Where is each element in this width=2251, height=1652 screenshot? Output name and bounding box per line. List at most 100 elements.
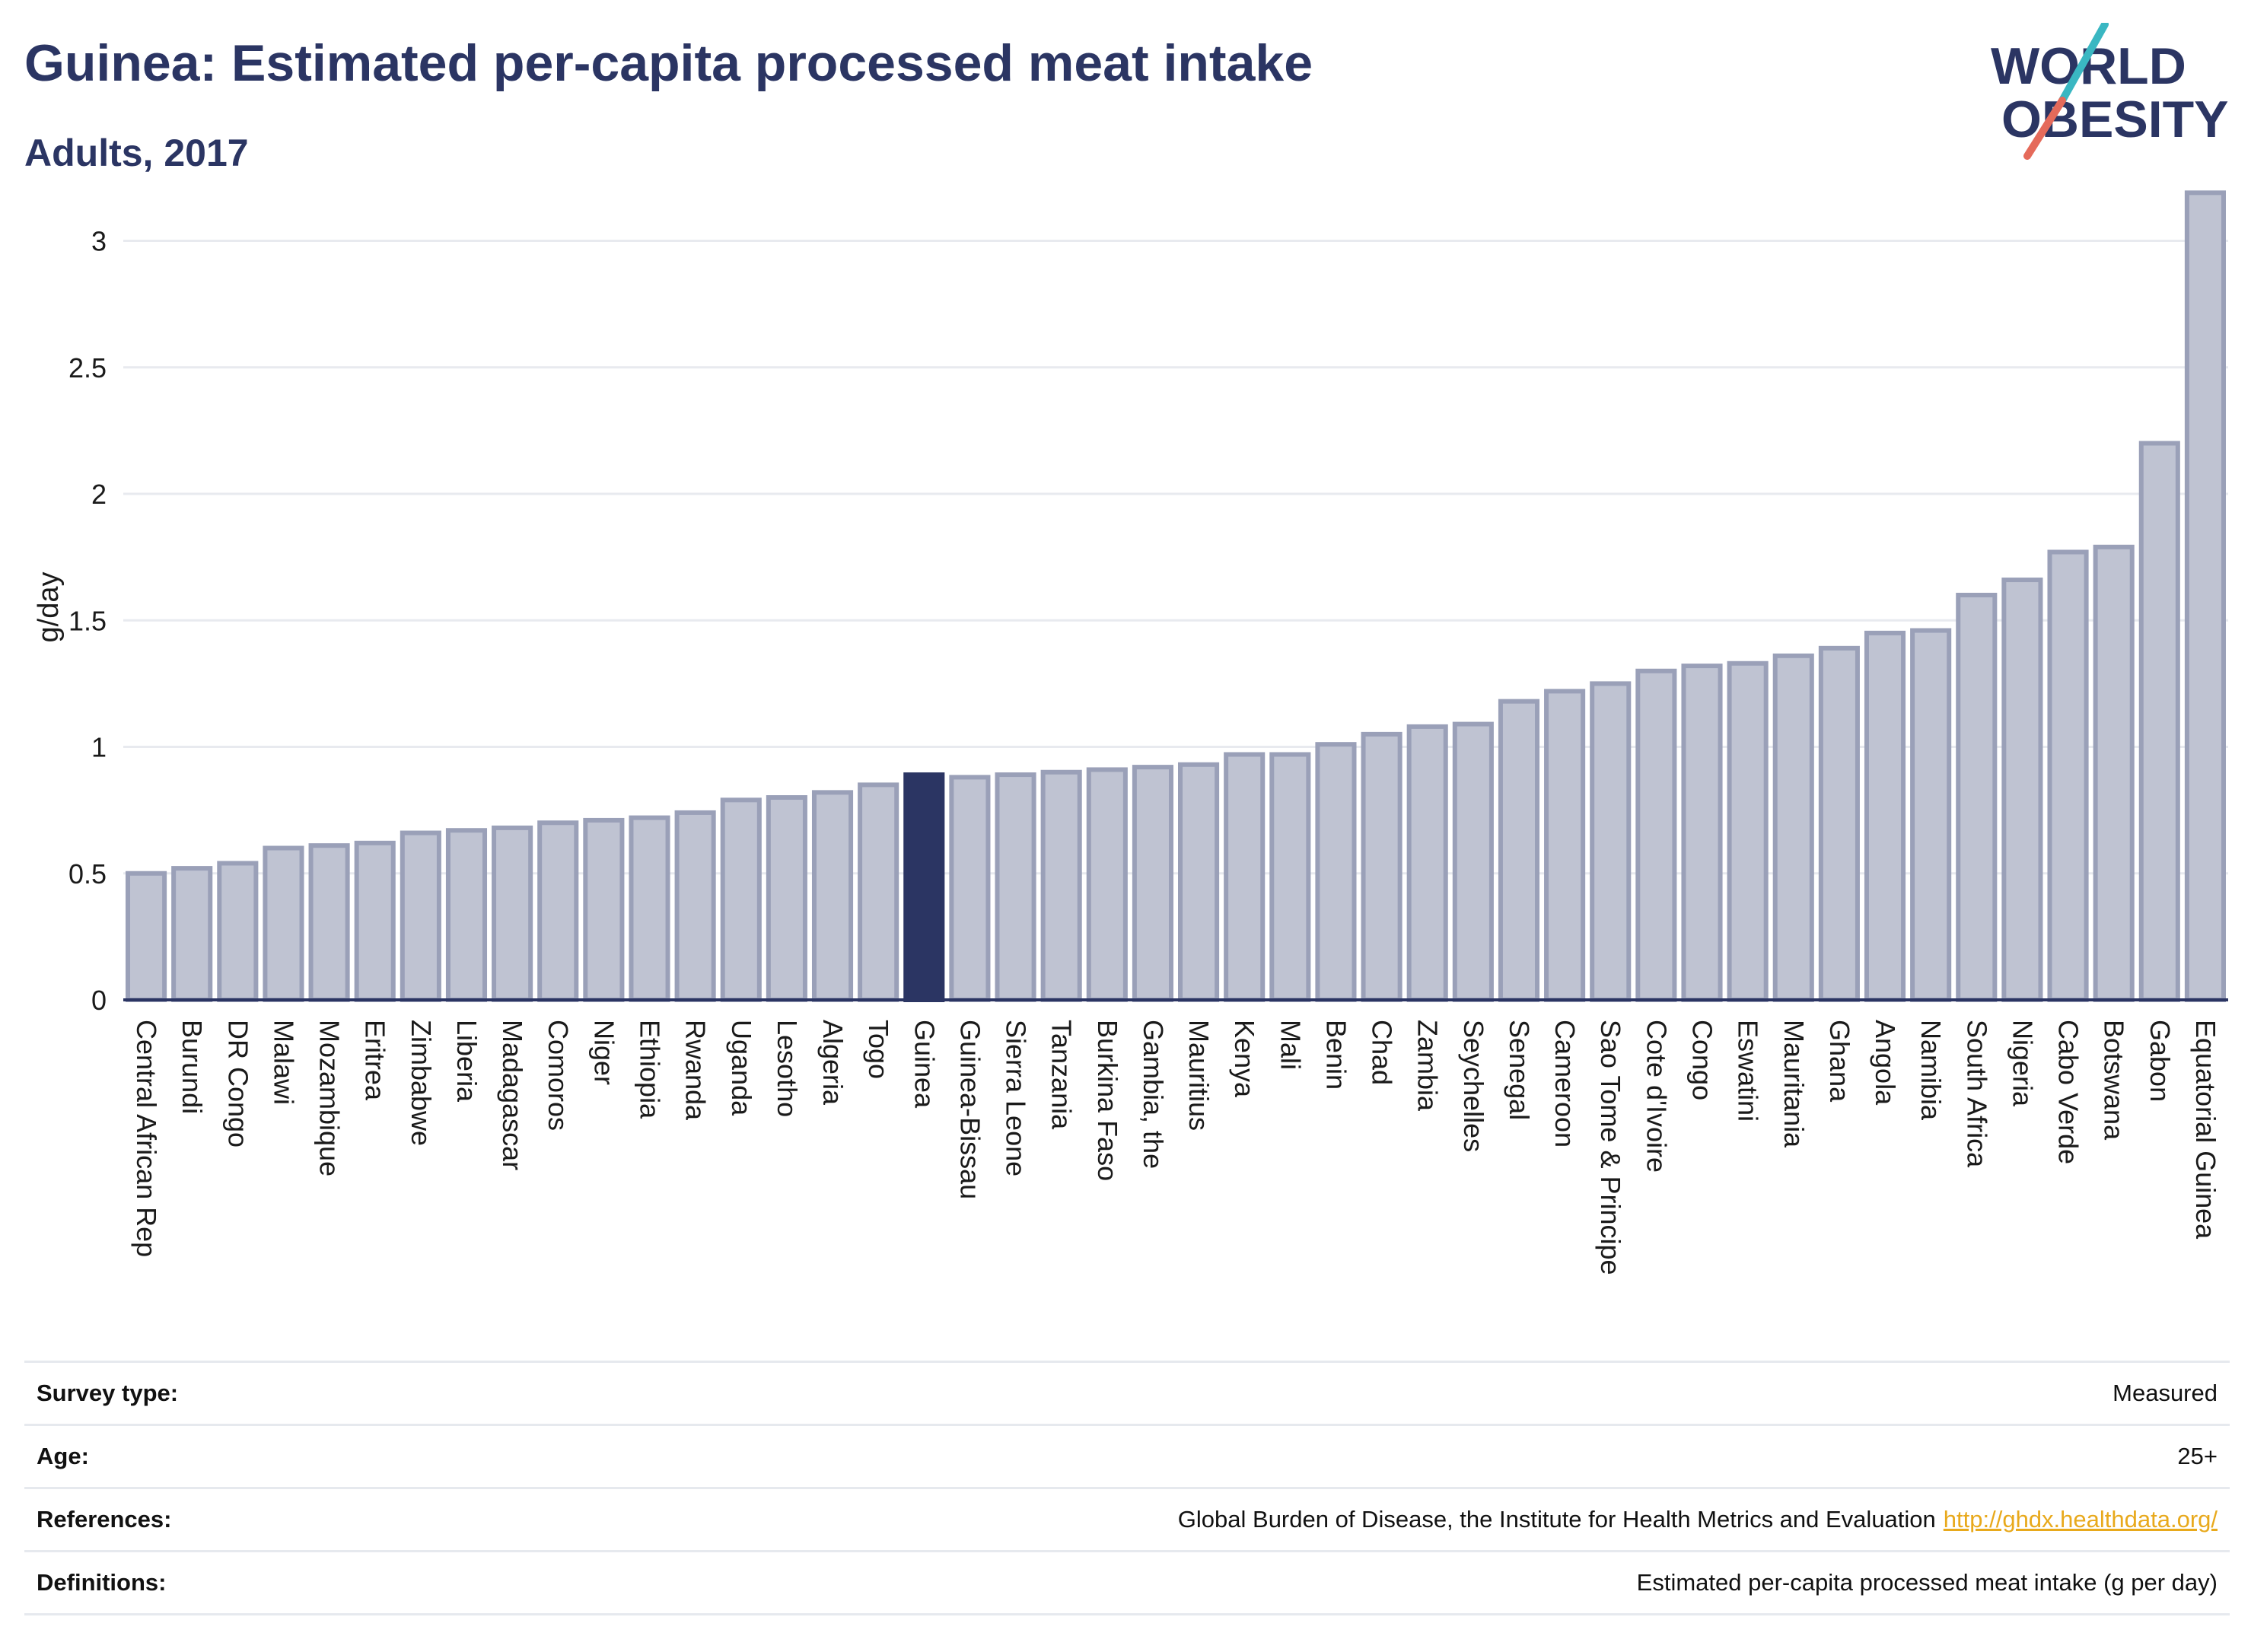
bar-madagascar[interactable] (492, 825, 533, 1003)
x-tick-label: South Africa (1961, 1020, 1992, 1168)
x-tick-label: Liberia (451, 1020, 482, 1103)
x-tick-label: Ethiopia (635, 1020, 666, 1119)
x-tick-label: Nigeria (2007, 1020, 2038, 1107)
axes: 0 0.5 1 1.5 2 2.5 3 Central African Rep Burundi D… (68, 226, 2228, 1275)
chart-subtitle: Adults, 2017 (24, 132, 249, 174)
bars (126, 190, 2226, 1003)
x-tick-label: Mozambique (314, 1020, 345, 1176)
bar-equatorial-guinea[interactable] (2184, 190, 2226, 1003)
x-tick-label: Mauritania (1778, 1020, 1810, 1148)
bar-cote-d-ivoire[interactable] (1635, 668, 1677, 1002)
bar-tanzania[interactable] (1040, 769, 1082, 1002)
x-tick-label: Benin (1320, 1020, 1352, 1090)
bar-guinea-bissau[interactable] (949, 775, 991, 1003)
world-obesity-logo[interactable]: WORLD OBESITY (1979, 23, 2237, 160)
bar-eswatini[interactable] (1727, 660, 1769, 1003)
x-tick-label: Sierra Leone (1001, 1020, 1032, 1176)
bar-central-african-rep[interactable] (126, 871, 167, 1002)
meta-value: Measured (2113, 1380, 2218, 1406)
y-tick-label: 2 (91, 479, 107, 510)
x-tick-label: Algeria (817, 1020, 849, 1106)
meta-value-group: Global Burden of Disease, the Institute … (1178, 1506, 2218, 1533)
meta-label: Age: (37, 1443, 89, 1469)
bar-comoros[interactable] (537, 820, 579, 1002)
bar-seychelles[interactable] (1452, 721, 1494, 1002)
bar-gambia-the[interactable] (1132, 765, 1173, 1002)
bar-rwanda[interactable] (674, 810, 716, 1002)
x-tick-label: Namibia (1915, 1020, 1947, 1121)
bar-niger[interactable] (583, 817, 625, 1003)
bar-sao-tome-principe[interactable] (1590, 681, 1632, 1002)
bar-senegal[interactable] (1498, 699, 1540, 1003)
bar-cameroon[interactable] (1544, 689, 1586, 1002)
bar-burkina-faso[interactable] (1086, 767, 1128, 1002)
reference-link[interactable]: http://ghdx.healthdata.org/ (1943, 1506, 2218, 1533)
bar-chad[interactable] (1361, 731, 1402, 1002)
bar-zimbabwe[interactable] (400, 830, 441, 1003)
bar-ethiopia[interactable] (629, 815, 670, 1002)
x-tick-label: Central African Rep (131, 1020, 162, 1257)
bar-kenya[interactable] (1224, 752, 1266, 1002)
meta-row-age: Age: 25+ (24, 1426, 2230, 1489)
x-tick-label: Botswana (2099, 1020, 2130, 1141)
bar-chart: 0 0.5 1 1.5 2 2.5 3 Central African Rep Burundi D… (33, 190, 2228, 1275)
x-tick-label: Eritrea (360, 1020, 391, 1101)
bar-zambia[interactable] (1406, 724, 1448, 1003)
reference-text: Global Burden of Disease, the Institute … (1177, 1506, 1936, 1533)
y-tick-label: 0 (91, 985, 107, 1016)
x-tick-label: DR Congo (222, 1020, 253, 1147)
bar-benin[interactable] (1315, 742, 1357, 1002)
x-tick-label: Rwanda (680, 1020, 712, 1121)
x-tick-label: Cabo Verde (2053, 1020, 2084, 1164)
logo-slash-coral (2023, 97, 2066, 160)
bar-lesotho[interactable] (766, 795, 807, 1002)
bar-togo[interactable] (858, 782, 899, 1002)
bar-mali[interactable] (1269, 752, 1311, 1002)
bar-eritrea[interactable] (354, 840, 396, 1002)
bar-namibia[interactable] (1910, 628, 1952, 1002)
meta-row-definitions: Definitions: Estimated per-capita proces… (24, 1552, 2230, 1615)
x-tick-label: Uganda (726, 1020, 757, 1116)
bar-mauritania[interactable] (1772, 653, 1814, 1002)
bar-dr-congo[interactable] (217, 861, 259, 1002)
bar-algeria[interactable] (811, 790, 854, 1002)
x-tick-label: Burundi (177, 1020, 208, 1114)
meta-label: References: (37, 1506, 172, 1533)
bar-south-africa[interactable] (1956, 593, 1998, 1002)
x-tick-label: Ghana (1824, 1020, 1855, 1103)
logo-slash-teal (2058, 23, 2109, 104)
bar-liberia[interactable] (445, 828, 488, 1002)
bar-uganda[interactable] (720, 797, 762, 1002)
chart-title: Guinea: Estimated per-capita processed m… (24, 34, 1313, 92)
bar-cabo-verde[interactable] (2047, 549, 2089, 1002)
bar-sierra-leone[interactable] (995, 772, 1036, 1002)
bar-malawi[interactable] (263, 845, 304, 1002)
x-tick-label: Guinea-Bissau (954, 1020, 985, 1199)
bar-guinea[interactable] (903, 772, 945, 1002)
bar-gabon[interactable] (2138, 441, 2180, 1002)
x-tick-label: Comoros (543, 1020, 574, 1131)
bar-ghana[interactable] (1818, 645, 1860, 1002)
bar-congo[interactable] (1681, 664, 1723, 1002)
meta-row-references: References: Global Burden of Disease, th… (24, 1489, 2230, 1552)
y-tick-label: 2.5 (68, 352, 107, 384)
bar-botswana[interactable] (2093, 544, 2135, 1002)
x-tick-label: Senegal (1504, 1020, 1535, 1120)
x-tick-label: Zambia (1412, 1020, 1444, 1112)
x-tick-label: Togo (863, 1020, 894, 1079)
x-tick-label: Malawi (268, 1020, 299, 1105)
bar-angola[interactable] (1864, 630, 1906, 1002)
x-tick-label: Mali (1275, 1020, 1306, 1070)
x-tick-label: Mauritius (1183, 1020, 1215, 1131)
x-tick-label: Angola (1870, 1020, 1901, 1106)
bar-burundi[interactable] (171, 866, 213, 1002)
x-tick-label: Cote d'Ivoire (1641, 1020, 1672, 1173)
bar-mozambique[interactable] (308, 843, 350, 1003)
x-tick-label: Tanzania (1046, 1020, 1078, 1130)
x-tick-label: Gabon (2144, 1020, 2176, 1102)
bar-mauritius[interactable] (1178, 762, 1220, 1003)
bar-nigeria[interactable] (2001, 578, 2043, 1002)
x-tick-label: Kenya (1229, 1020, 1260, 1098)
x-tick-label: Equatorial Guinea (2190, 1020, 2221, 1240)
y-tick-label: 1.5 (68, 605, 107, 636)
